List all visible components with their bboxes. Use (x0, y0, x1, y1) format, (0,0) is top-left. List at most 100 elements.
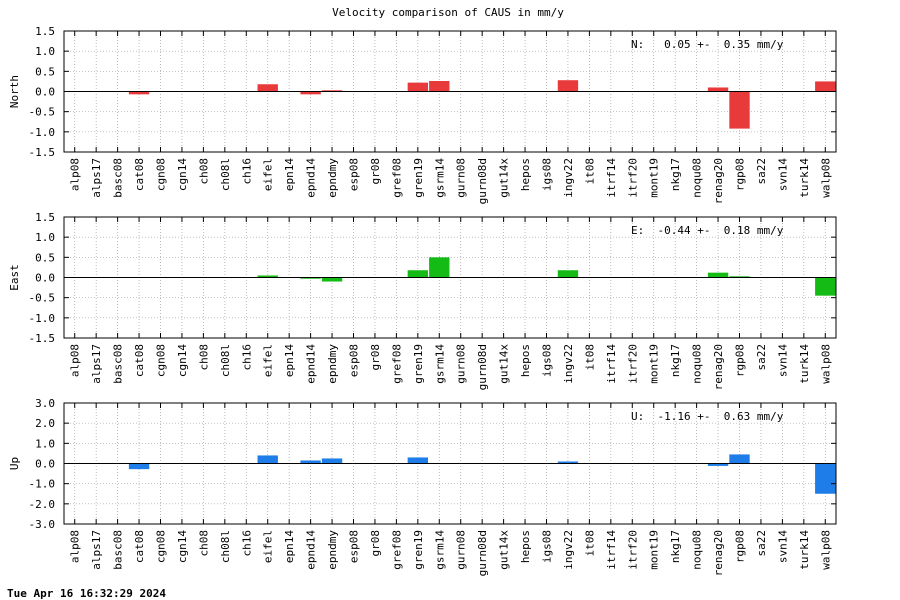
x-tick-label: cat08 (133, 344, 146, 377)
east-bar-rgp08 (729, 276, 750, 278)
north-panel: 1.5 1.0 0.5 0.0 -0.5 -1.0 -1.5 alp08 alps17 basc0… (8, 25, 837, 204)
x-tick-label: cgn08 (155, 344, 168, 377)
x-tick-label: ingv22 (562, 530, 575, 570)
x-tick-label: ch08l (219, 158, 232, 191)
x-tick-label: igs08 (541, 158, 554, 191)
x-tick-label: turk14 (798, 530, 811, 570)
x-tick-label: itrf14 (605, 530, 618, 570)
x-tick-label: epn14 (283, 530, 296, 563)
y-tick-label: 2.0 (35, 417, 55, 430)
x-tick-label: gurn08 (455, 530, 468, 570)
x-tick-label: gurn08 (455, 344, 468, 384)
timestamp: Tue Apr 16 16:32:29 2024 (7, 587, 166, 600)
up-bar-epndmy (321, 458, 343, 464)
x-tick-label: basc08 (112, 158, 125, 198)
x-tick-label: eifel (262, 344, 275, 377)
x-tick-label: walp08 (819, 344, 832, 384)
x-tick-label: gurn08d (476, 158, 489, 204)
x-tick-label: basc08 (112, 530, 125, 570)
x-tick-label: gurn08d (476, 344, 489, 390)
x-tick-label: hepos (519, 344, 532, 377)
x-tick-label: gurn08d (476, 530, 489, 576)
x-tick-label: sa22 (755, 530, 768, 557)
x-tick-label: gr08 (369, 158, 382, 185)
north-bar-epndmy (321, 90, 343, 92)
x-tick-label: it08 (583, 158, 596, 185)
x-tick-label: mont19 (648, 158, 661, 198)
x-tick-label: cgn14 (176, 530, 189, 563)
x-tick-label: nkg17 (669, 344, 682, 377)
x-tick-label: it08 (583, 344, 596, 371)
y-tick-label: 1.0 (35, 231, 55, 244)
x-tick-label: gsrm14 (433, 344, 446, 384)
x-tick-label: alp08 (69, 344, 82, 377)
x-tick-label: ch16 (240, 158, 253, 185)
y-tick-label: 0.5 (35, 65, 55, 78)
y-tick-label: 0.0 (35, 272, 55, 285)
x-tick-label: esp08 (348, 158, 361, 191)
y-axis-label: Up (8, 457, 21, 470)
x-tick-label: hepos (519, 158, 532, 191)
x-tick-label: epn14 (283, 344, 296, 377)
x-tick-label: rgp08 (734, 344, 747, 377)
x-tick-label: nkg17 (669, 530, 682, 563)
north-bar-renag20 (707, 87, 729, 92)
x-tick-label: ch08 (197, 344, 210, 371)
y-tick-label: 1.5 (35, 211, 55, 224)
up-bar-gren19 (407, 457, 429, 464)
x-tick-label: eifel (262, 530, 275, 563)
east-panel: 1.5 1.0 0.5 0.0 -0.5 -1.0 -1.5 alp08 alps17 basc0… (8, 211, 837, 390)
up-bar-cat08 (128, 463, 150, 470)
y-tick-label: -1.0 (29, 478, 56, 491)
y-tick-label: 0.5 (35, 251, 55, 264)
x-tick-label: itrf20 (626, 344, 639, 384)
y-tick-label: -0.5 (29, 106, 56, 119)
x-tick-label: cgn08 (155, 530, 168, 563)
x-tick-label: ch08 (197, 530, 210, 557)
x-tick-label: mont19 (648, 530, 661, 570)
up-bar-rgp08 (729, 454, 750, 464)
x-tick-label: walp08 (819, 530, 832, 570)
x-tick-label: svn14 (776, 158, 789, 191)
east-bar-ingv22 (557, 270, 579, 278)
x-tick-label: gut14x (498, 344, 511, 384)
x-tick-label: alp08 (69, 158, 82, 191)
x-tick-label: cgn08 (155, 158, 168, 191)
up-bar-ingv22 (557, 461, 579, 464)
x-tick-label: itrf14 (605, 158, 618, 198)
x-tick-label: svn14 (776, 344, 789, 377)
x-tick-label: sa22 (755, 344, 768, 371)
up-bar-renag20 (707, 463, 729, 466)
y-tick-label: 1.0 (35, 45, 55, 58)
x-tick-label: noqu08 (691, 530, 704, 570)
x-tick-label: gren19 (412, 344, 425, 384)
x-tick-label: turk14 (798, 344, 811, 384)
x-tick-label: gsrm14 (433, 530, 446, 570)
x-tick-label: gren19 (412, 158, 425, 198)
up-panel: 3.0 2.0 1.0 0.0 -1.0 -2.0 -3.0 alp08 alps17 basc0… (8, 397, 837, 576)
x-tick-label: gurn08 (455, 158, 468, 198)
up-bar-eifel (257, 455, 278, 464)
x-tick-label: gren19 (412, 530, 425, 570)
x-tick-label: gref08 (390, 530, 403, 570)
x-tick-label: itrf14 (605, 344, 618, 384)
x-tick-label: eifel (262, 158, 275, 191)
x-tick-label: esp08 (348, 344, 361, 377)
x-tick-label: hepos (519, 530, 532, 563)
x-tick-label: svn14 (776, 530, 789, 563)
north-bar-walp08 (815, 81, 836, 92)
x-tick-label: noqu08 (691, 344, 704, 384)
y-tick-label: -3.0 (29, 518, 56, 531)
y-tick-label: -0.5 (29, 292, 56, 305)
x-tick-label: nkg17 (669, 158, 682, 191)
y-tick-label: 1.5 (35, 25, 55, 38)
x-tick-label: renag20 (712, 344, 725, 390)
x-tick-label: noqu08 (691, 158, 704, 198)
x-tick-label: gut14x (498, 158, 511, 198)
north-bar-epnd14 (300, 91, 321, 95)
x-tick-label: alps17 (90, 158, 103, 198)
x-tick-label: epndmy (326, 530, 339, 570)
x-tick-label: renag20 (712, 530, 725, 576)
x-tick-label: alp08 (69, 530, 82, 563)
